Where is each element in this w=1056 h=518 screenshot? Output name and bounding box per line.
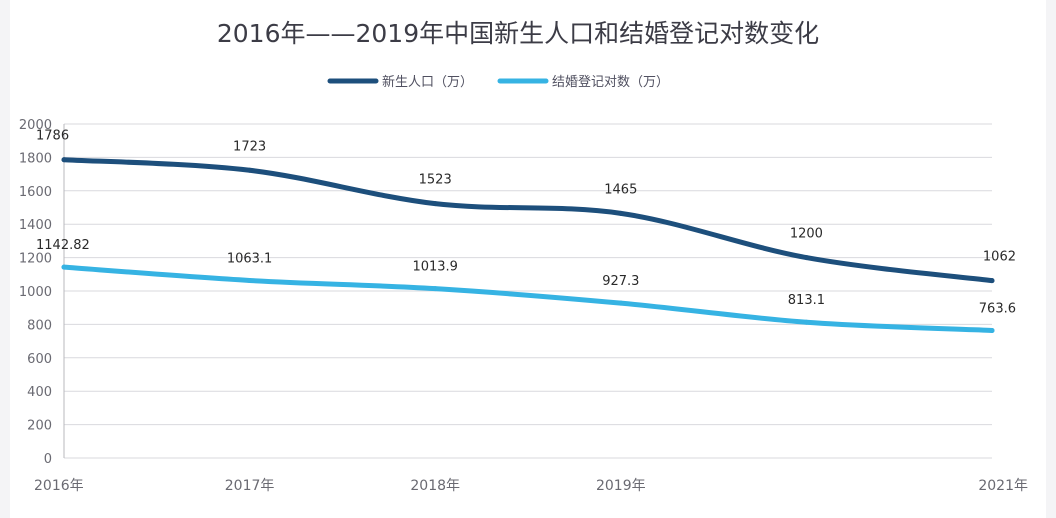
data-point [803,255,809,261]
y-tick-label: 800 [27,318,52,333]
data-point [618,210,624,216]
series-group [61,157,995,333]
series-line-1 [61,264,995,333]
watermark-text: @黄养猫的喵星人 [812,476,932,494]
series-line-0 [61,157,995,284]
data-point [618,300,624,306]
data-label: 813.1 [788,293,825,308]
data-point [247,277,253,283]
y-tick-label: 400 [27,385,52,400]
data-point [61,157,67,163]
data-point [989,278,995,284]
y-tick-label: 200 [27,419,52,434]
x-tick-label: 2021年 [978,478,1028,494]
legend-label: 新生人口（万） [382,74,473,90]
x-tick-label: 2019年 [596,478,646,494]
y-tick-label: 1800 [19,151,52,166]
chart-background [10,0,1046,518]
watermark: @黄养猫的喵星人 [779,471,932,494]
x-tick-label: 2016年 [34,478,84,494]
data-label: 1465 [604,182,637,197]
data-label: 1142.82 [36,238,90,253]
y-tick-label: 1400 [19,218,52,233]
legend: 新生人口（万） 结婚登记对数（万） [327,74,669,90]
data-point [432,286,438,292]
x-tick-label: 2017年 [225,478,275,494]
x-axis: 2016年 2017年 2018年 2019年 2021年 [34,478,1028,494]
data-label: 1063.1 [227,251,273,266]
data-label: 1062 [983,250,1016,265]
y-tick-label: 2000 [19,118,52,133]
data-point [247,167,253,173]
y-tick-label: 1200 [19,252,52,267]
data-label: 1200 [790,227,823,242]
weibo-icon [779,471,805,493]
y-tick-label: 600 [27,352,52,367]
data-label: 1013.9 [412,260,458,275]
legend-label: 结婚登记对数（万） [552,75,669,90]
y-axis: 0 200 400 600 800 1000 1200 1400 1600 1800 2000 [19,118,65,467]
x-tick-label: 2018年 [410,478,460,494]
data-label: 763.6 [979,301,1016,316]
data-point [803,319,809,325]
data-labels: 1786 1723 1523 1465 1200 1062 1142.82 1063.1 101… [36,129,1016,317]
data-point [989,327,995,333]
data-label: 1523 [419,173,452,188]
data-point [432,201,438,207]
y-tick-label: 0 [44,452,52,467]
data-label: 1723 [233,139,266,154]
y-tick-label: 1600 [19,185,52,200]
data-point [61,264,67,270]
y-tick-label: 1000 [19,285,52,300]
chart-title: 2016年——2019年中国新生人口和结婚登记对数变化 [217,19,819,48]
data-label: 927.3 [602,274,639,289]
data-label: 1786 [36,129,69,144]
